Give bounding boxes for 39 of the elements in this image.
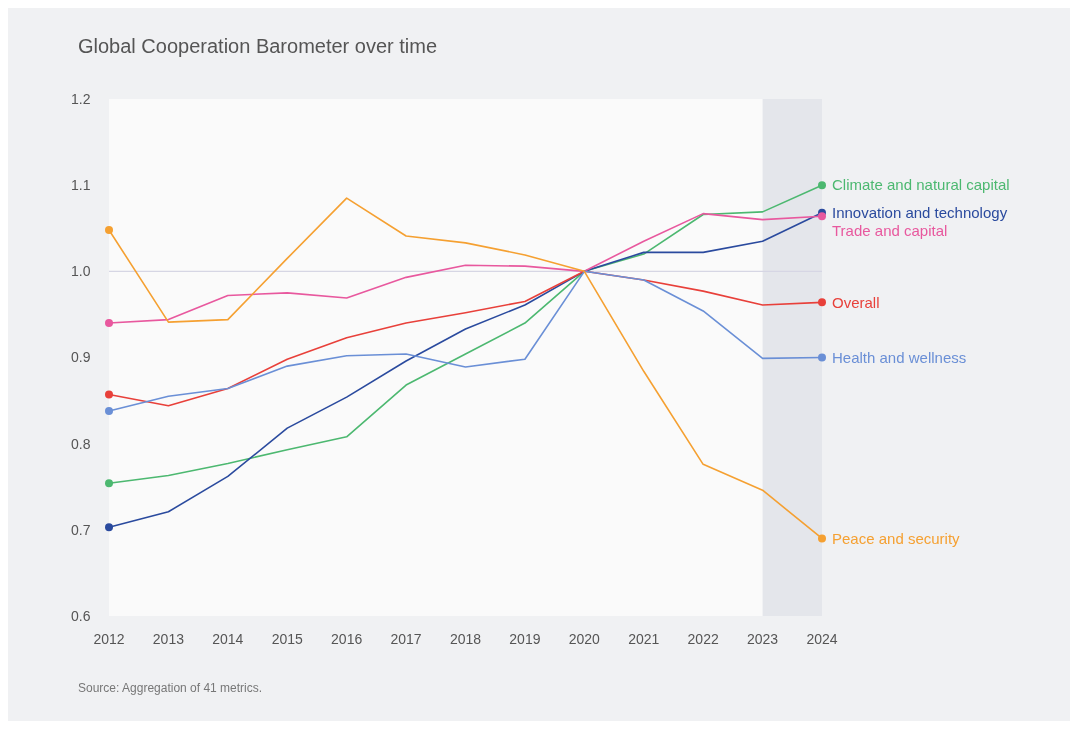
x-tick-label: 2022 <box>687 631 719 647</box>
x-tick-label: 2012 <box>93 631 125 647</box>
series-label: Trade and capital <box>832 221 948 239</box>
chart-title: Global Cooperation Barometer over time <box>78 35 438 57</box>
point <box>818 534 826 543</box>
x-tick-label: 2019 <box>509 631 541 647</box>
series-label: Health and wellness <box>832 348 967 366</box>
point <box>818 298 826 307</box>
point <box>105 390 113 399</box>
x-tick-label: 2014 <box>212 631 244 647</box>
y-tick-label: 1.0 <box>71 263 91 280</box>
y-tick-label: 0.9 <box>71 349 91 366</box>
point <box>105 479 113 488</box>
y-tick-label: 1.1 <box>71 177 91 194</box>
x-tick-label: 2024 <box>806 631 838 647</box>
point <box>818 353 826 362</box>
y-tick-label: 0.7 <box>71 521 91 538</box>
point <box>818 212 826 221</box>
x-tick-label: 2016 <box>331 631 363 647</box>
series-label: Overall <box>832 293 880 311</box>
point <box>105 225 113 234</box>
x-tick-label: 2013 <box>152 631 185 647</box>
source-note: Source: Aggregation of 41 metrics. <box>78 681 263 695</box>
x-tick-label: 2023 <box>747 631 779 647</box>
x-tick-label: 2020 <box>568 631 601 647</box>
point <box>105 406 113 415</box>
y-tick-label: 0.8 <box>71 435 91 452</box>
x-tick-label: 2015 <box>271 631 304 647</box>
series-label: Climate and natural capital <box>832 176 1010 194</box>
point <box>105 319 113 328</box>
series-label: Peace and security <box>832 529 961 547</box>
y-tick-label: 1.2 <box>71 90 91 107</box>
point <box>818 181 826 190</box>
x-tick-label: 2021 <box>628 631 660 647</box>
series-label: Innovation and technology <box>832 203 1008 221</box>
x-tick-label: 2018 <box>449 631 482 647</box>
point <box>105 523 113 532</box>
x-tick-label: 2017 <box>390 631 422 647</box>
y-tick-label: 0.6 <box>71 607 91 624</box>
